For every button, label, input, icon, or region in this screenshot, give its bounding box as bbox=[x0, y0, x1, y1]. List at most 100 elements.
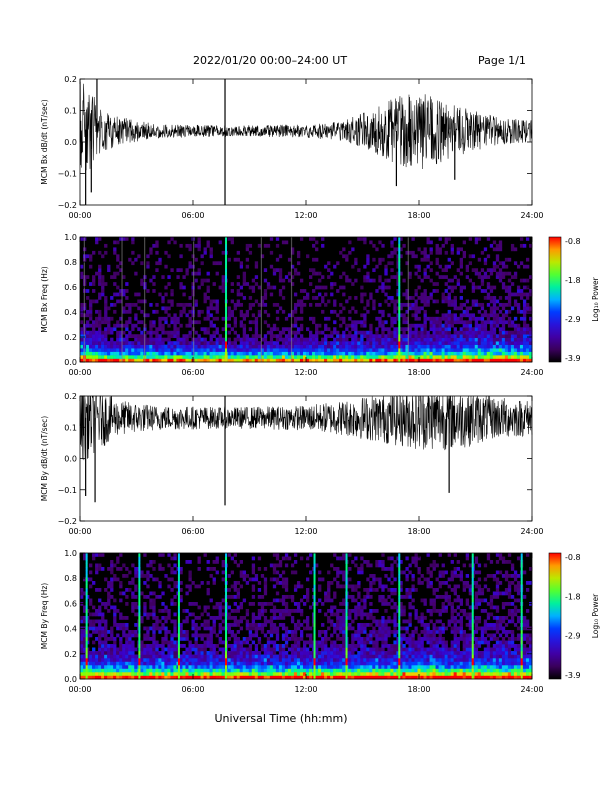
spectrogram-panel: MCM By Freq (Hz)1.00.80.60.40.20.000:00 0… bbox=[40, 549, 600, 694]
spectrogram-cell bbox=[351, 247, 355, 252]
spectrogram-cell bbox=[167, 341, 171, 345]
spectrogram-cell bbox=[390, 275, 394, 279]
spectrogram-cell bbox=[113, 271, 117, 276]
spectrogram-cell bbox=[275, 316, 280, 321]
spectrogram-cell bbox=[176, 358, 180, 363]
spectrogram-cell bbox=[281, 577, 286, 582]
spectrogram-cell bbox=[110, 661, 114, 666]
spectrogram-cell bbox=[284, 584, 289, 589]
spectrogram-cell bbox=[342, 612, 346, 617]
spectrogram-cell bbox=[119, 292, 123, 297]
spectrogram-cell bbox=[185, 637, 189, 641]
spectrogram-cell bbox=[299, 612, 304, 617]
spectrogram-cell bbox=[83, 553, 87, 557]
spectrogram-cell bbox=[218, 654, 222, 659]
spectrogram-cell bbox=[233, 337, 237, 342]
spectrogram-cell bbox=[80, 355, 84, 359]
spectrogram-cell bbox=[378, 261, 382, 266]
spectrogram-cell bbox=[384, 668, 388, 673]
spectrogram-cell bbox=[122, 341, 126, 345]
spectrogram-cell bbox=[260, 299, 265, 304]
spectrogram-cell bbox=[158, 668, 162, 673]
spectrogram-cell bbox=[155, 619, 159, 624]
spectrogram-cell bbox=[176, 327, 180, 332]
spectrogram-cell bbox=[372, 654, 376, 659]
spectrogram-cell bbox=[351, 619, 355, 624]
spectrogram-cell bbox=[275, 341, 280, 345]
spectrogram-cell bbox=[251, 570, 256, 575]
spectrogram-cell bbox=[381, 327, 385, 332]
spectrogram-cell bbox=[384, 598, 388, 603]
spectrogram-cell bbox=[107, 581, 111, 585]
spectrogram-cell bbox=[197, 665, 201, 669]
spectrogram-cell bbox=[468, 344, 473, 349]
spectrogram-cell bbox=[345, 327, 349, 332]
spectrogram-cell bbox=[354, 323, 358, 328]
spectrogram-cell bbox=[333, 658, 337, 662]
spectrogram-cell bbox=[284, 588, 289, 592]
spectrogram-cell bbox=[281, 598, 286, 603]
x-tick-label: 06:00 bbox=[181, 527, 204, 536]
spectrogram-cell bbox=[212, 355, 216, 359]
spectrogram-column-bright bbox=[225, 296, 228, 300]
spectrogram-cell bbox=[167, 609, 171, 613]
spectrogram-cell bbox=[167, 337, 171, 342]
spectrogram-cell bbox=[194, 630, 198, 634]
spectrogram-cell bbox=[251, 334, 256, 338]
spectrogram-cell bbox=[287, 668, 292, 673]
y-tick-label: 0.0 bbox=[64, 358, 77, 367]
spectrogram-cell bbox=[333, 654, 337, 659]
spectrogram-cell bbox=[227, 348, 231, 352]
spectrogram-cell bbox=[290, 633, 295, 638]
spectrogram-cell bbox=[360, 637, 364, 641]
spectrogram-cell bbox=[209, 651, 213, 655]
spectrogram-cell bbox=[272, 577, 277, 582]
spectrogram-cell bbox=[336, 658, 340, 662]
spectrogram-cell bbox=[212, 654, 216, 659]
spectrogram-cell bbox=[125, 637, 129, 641]
spectrogram-cell bbox=[98, 612, 102, 617]
spectrogram-cell bbox=[483, 358, 488, 363]
spectrogram-cell bbox=[423, 289, 427, 293]
spectrogram-cell bbox=[245, 282, 250, 286]
spectrogram-cell bbox=[134, 602, 138, 606]
spectrogram-cell bbox=[456, 247, 460, 252]
spectrogram-cell bbox=[173, 351, 177, 356]
spectrogram-cell bbox=[179, 285, 183, 290]
spectrogram-cell bbox=[242, 327, 247, 332]
spectrogram-cell bbox=[86, 320, 90, 325]
spectrogram-cell bbox=[257, 626, 262, 631]
spectrogram-cell bbox=[173, 323, 177, 328]
spectrogram-cell bbox=[435, 261, 439, 266]
spectrogram-cell bbox=[293, 602, 298, 606]
spectrogram-cell bbox=[149, 591, 153, 596]
spectrogram-cell bbox=[378, 577, 382, 582]
spectrogram-cell bbox=[170, 351, 174, 356]
spectrogram-cell bbox=[513, 351, 518, 356]
spectrogram-cell bbox=[426, 316, 430, 321]
spectrogram-cell bbox=[248, 351, 253, 356]
spectrogram-cell bbox=[272, 323, 277, 328]
spectrogram-cell bbox=[155, 302, 159, 307]
spectrogram-cell bbox=[408, 661, 412, 666]
spectrogram-cell bbox=[194, 358, 198, 363]
spectrogram-cell bbox=[327, 675, 331, 680]
spectrogram-cell bbox=[363, 665, 367, 669]
spectrogram-cell bbox=[149, 651, 153, 655]
spectrogram-cell bbox=[480, 355, 485, 359]
spectrogram-cell bbox=[360, 616, 364, 620]
spectrogram-cell bbox=[284, 654, 289, 659]
spectrogram-cell bbox=[125, 296, 129, 300]
spectrogram-cell bbox=[399, 302, 403, 307]
spectrogram-cell bbox=[381, 282, 385, 286]
spectrogram-cell bbox=[435, 355, 439, 359]
spectrogram-cell bbox=[435, 330, 439, 335]
spectrogram-cell bbox=[236, 595, 240, 599]
spectrogram-cell bbox=[203, 355, 207, 359]
spectrogram-cell bbox=[408, 665, 412, 669]
spectrogram-cell bbox=[179, 598, 183, 603]
spectrogram-cell bbox=[501, 320, 506, 325]
spectrogram-cell bbox=[495, 351, 500, 356]
spectrogram-cell bbox=[281, 278, 286, 283]
spectrogram-cell bbox=[299, 316, 304, 321]
